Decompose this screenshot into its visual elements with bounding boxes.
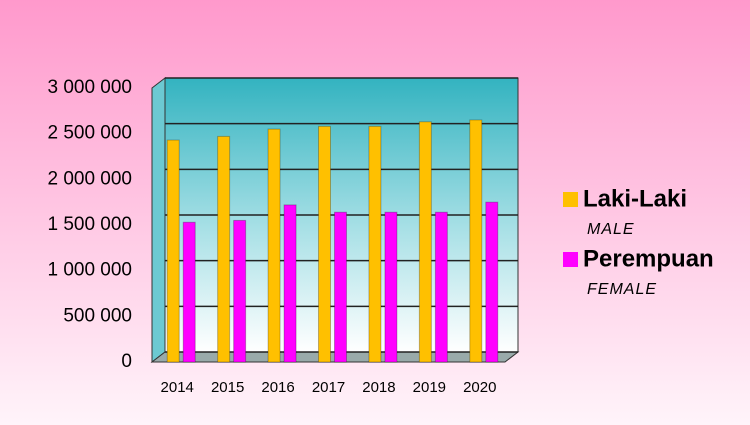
legend-subtitle: MALE — [587, 221, 635, 238]
x-tick-label: 2015 — [211, 379, 244, 396]
bar — [182, 221, 196, 363]
bar — [469, 119, 483, 363]
x-tick-label: 2020 — [463, 379, 496, 396]
x-tick-label: 2016 — [261, 379, 294, 396]
bar — [233, 219, 247, 363]
bar — [267, 128, 281, 363]
bar — [368, 125, 382, 363]
bar — [283, 204, 297, 363]
bar — [166, 139, 180, 363]
bar — [318, 125, 331, 363]
bar — [217, 135, 231, 363]
left-wall — [151, 76, 166, 364]
x-tick-label: 2017 — [312, 379, 345, 396]
y-tick-label: 2 000 000 — [47, 168, 132, 189]
legend-subtitle: FEMALE — [587, 281, 657, 298]
y-tick-label: 1 500 000 — [47, 214, 132, 235]
bar — [384, 211, 398, 363]
y-tick-label: 2 500 000 — [47, 123, 132, 144]
y-tick-label: 500 000 — [63, 305, 132, 326]
x-tick-label: 2018 — [362, 379, 395, 396]
bar — [434, 211, 448, 363]
y-tick-label: 1 000 000 — [47, 260, 132, 281]
legend-swatch — [563, 252, 578, 267]
legend-swatch — [563, 192, 578, 207]
bar — [334, 211, 347, 363]
bar — [418, 121, 432, 363]
bar — [485, 201, 499, 363]
legend-label: Perempuan — [583, 245, 714, 272]
y-tick-label: 3 000 000 — [47, 77, 132, 98]
y-tick-label: 0 — [121, 351, 132, 372]
x-tick-label: 2014 — [161, 379, 194, 396]
legend-label: Laki-Laki — [583, 185, 687, 212]
x-tick-label: 2019 — [413, 379, 446, 396]
